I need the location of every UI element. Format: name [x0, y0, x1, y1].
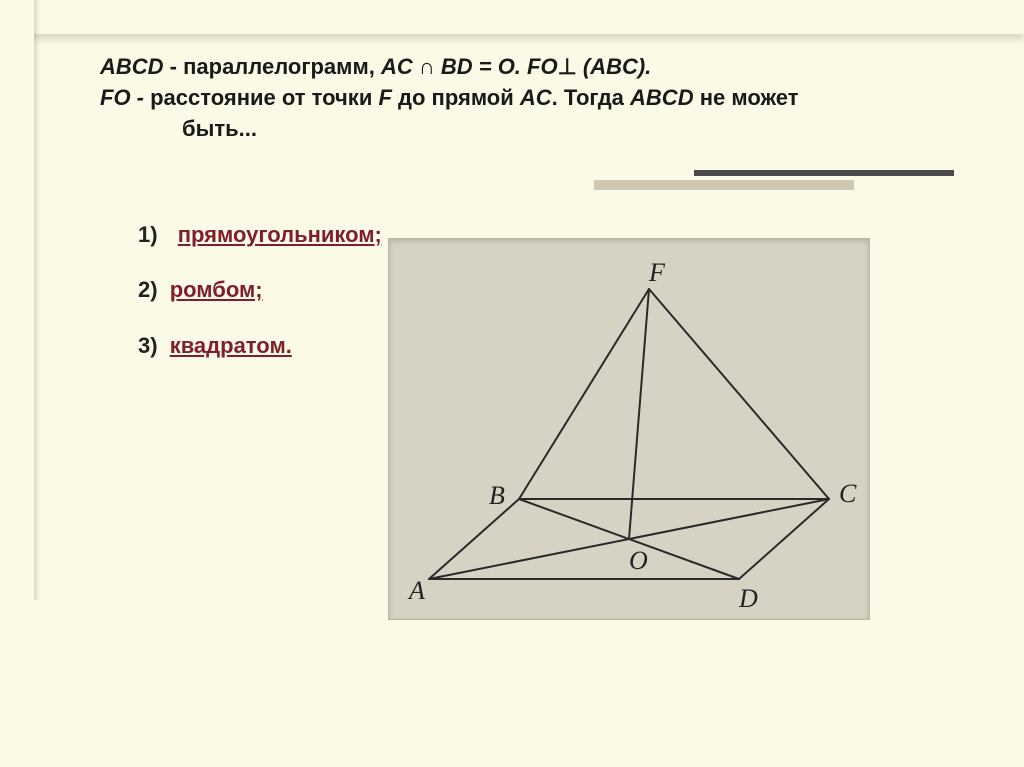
option-1[interactable]: 1) прямоугольником; — [138, 222, 382, 247]
page: ABCD - параллелограмм, AC ∩ BD = O. FO⊥ … — [0, 0, 1024, 767]
divider-light-bar — [594, 180, 854, 190]
left-shadow-bar — [0, 0, 34, 600]
answer-options: 1) прямоугольником; 2) ромбом; 3) квадра… — [138, 222, 382, 388]
geometry-figure: A B C D O F — [388, 238, 870, 620]
option-2[interactable]: 2) ромбом; — [138, 277, 382, 302]
option-number: 1) — [138, 222, 158, 247]
option-3[interactable]: 3) квадратом. — [138, 333, 382, 358]
svg-text:A: A — [407, 576, 425, 605]
svg-text:O: O — [629, 546, 648, 575]
problem-heading: ABCD - параллелограмм, AC ∩ BD = O. FO⊥ … — [100, 52, 964, 144]
heading-line-3: быть... — [100, 114, 964, 145]
option-label: квадратом. — [170, 333, 292, 358]
top-shadow-bar — [0, 0, 1024, 34]
option-number: 2) — [138, 277, 158, 302]
option-label: прямоугольником; — [178, 222, 382, 247]
heading-line-2: FO - расстояние от точки F до прямой AC.… — [100, 83, 964, 114]
option-number: 3) — [138, 333, 158, 358]
heading-line-1: ABCD - параллелограмм, AC ∩ BD = O. FO⊥ … — [100, 52, 964, 83]
svg-text:C: C — [839, 479, 857, 508]
figure-svg: A B C D O F — [389, 239, 869, 619]
svg-text:D: D — [738, 584, 758, 613]
svg-text:F: F — [648, 258, 666, 287]
option-label: ромбом; — [170, 277, 263, 302]
divider-dark-bar — [694, 170, 954, 176]
svg-text:B: B — [489, 481, 505, 510]
